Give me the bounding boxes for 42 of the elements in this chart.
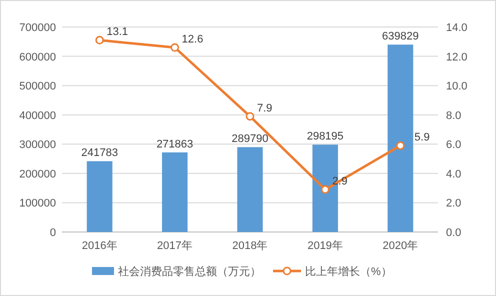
point <box>396 141 405 150</box>
data-label: 12.6 <box>182 34 204 46</box>
x-tick-label: 2020年 <box>382 240 418 252</box>
data-label: 639829 <box>382 30 419 43</box>
data-label: 241783 <box>81 147 118 160</box>
y2-tick-label: 8.0 <box>446 110 462 122</box>
y-tick-label: 100000 <box>19 198 56 210</box>
bar <box>237 147 263 232</box>
y2-tick-label: 12.0 <box>446 51 468 64</box>
data-label: 2.9 <box>332 176 348 188</box>
x-tick-label: 2019年 <box>307 240 343 252</box>
y-tick-label: 300000 <box>19 139 56 152</box>
y2-tick-label: 2.0 <box>446 198 462 210</box>
bar <box>388 44 414 232</box>
data-label: 271863 <box>156 138 194 150</box>
point <box>246 112 254 121</box>
y2-tick-label: 0.0 <box>446 227 462 239</box>
x-tick-label: 2018年 <box>232 240 268 252</box>
legend-label: 比上年增长（%） <box>305 265 392 278</box>
data-label: 13.1 <box>106 26 128 38</box>
data-label: 289790 <box>232 133 268 146</box>
y-tick-label: 0 <box>50 227 56 239</box>
bar <box>86 161 112 232</box>
data-label: 298195 <box>306 130 344 143</box>
y-tick-label: 400000 <box>19 110 56 122</box>
data-label: 7.9 <box>257 102 272 114</box>
data-label: 5.9 <box>414 132 430 144</box>
point <box>170 43 180 52</box>
y-tick-label: 700000 <box>19 22 56 34</box>
y2-tick-label: 6.0 <box>446 139 462 152</box>
y-tick-label: 600000 <box>19 51 56 64</box>
y-tick-label: 200000 <box>19 168 56 180</box>
bar <box>162 152 188 232</box>
x-tick-label: 2017年 <box>157 240 193 252</box>
y2-tick-label: 10.0 <box>446 80 468 93</box>
y-tick-label: 500000 <box>19 80 56 93</box>
point <box>95 36 104 44</box>
y2-tick-label: 4.0 <box>446 168 462 180</box>
x-tick-label: 2016年 <box>82 240 118 252</box>
legend-label: 社会消费品零售总额（万元） <box>118 265 261 278</box>
y2-tick-label: 14.0 <box>446 22 468 34</box>
point <box>320 185 330 194</box>
